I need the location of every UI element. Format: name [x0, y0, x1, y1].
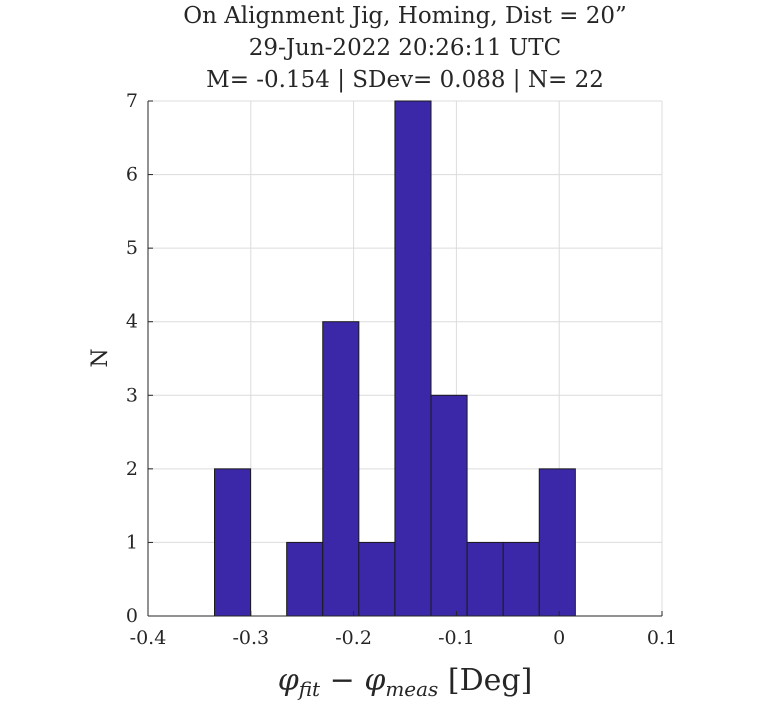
y-tick-label: 5 [126, 237, 138, 259]
x-tick-label: -0.2 [335, 627, 372, 649]
y-tick-label: 7 [126, 90, 138, 112]
y-tick-label: 0 [126, 605, 138, 627]
histogram-bar [430, 394, 468, 617]
histogram-bar [502, 541, 540, 617]
histogram-bar [538, 468, 576, 617]
bars [214, 100, 576, 617]
histogram-bar [322, 321, 360, 617]
x-axis-label: φfit − φmeas [Deg] [278, 663, 533, 701]
y-tick-label: 3 [126, 384, 138, 406]
title-line-2: 29-Jun-2022 20:26:11 UTC [249, 35, 561, 61]
histogram-bar [394, 100, 432, 617]
y-tick-label: 4 [126, 311, 138, 333]
y-tick-label: 6 [126, 164, 138, 186]
y-tick-label: 1 [126, 531, 138, 553]
histogram-bar [214, 468, 252, 617]
axes [147, 101, 662, 617]
y-axis-label: N [88, 348, 113, 367]
histogram-bar [466, 541, 504, 617]
x-tick-label: 0 [553, 627, 565, 649]
x-tick-label: -0.3 [232, 627, 269, 649]
x-tick-label: 0.1 [647, 627, 677, 649]
ticks: -0.4 -0.3 -0.2 -0.1 0 0.1 0 1 2 3 4 5 6 7 [126, 90, 677, 649]
chart-title: On Alignment Jig, Homing, Dist = 20” 29-… [183, 3, 627, 93]
histogram-bar [286, 541, 324, 617]
histogram-bar [358, 541, 396, 617]
x-tick-label: -0.4 [130, 627, 167, 649]
title-line-1: On Alignment Jig, Homing, Dist = 20” [183, 3, 627, 29]
y-tick-label: 2 [126, 458, 138, 480]
title-line-3: M= -0.154 | SDev= 0.088 | N= 22 [206, 67, 604, 93]
x-tick-label: -0.1 [438, 627, 475, 649]
